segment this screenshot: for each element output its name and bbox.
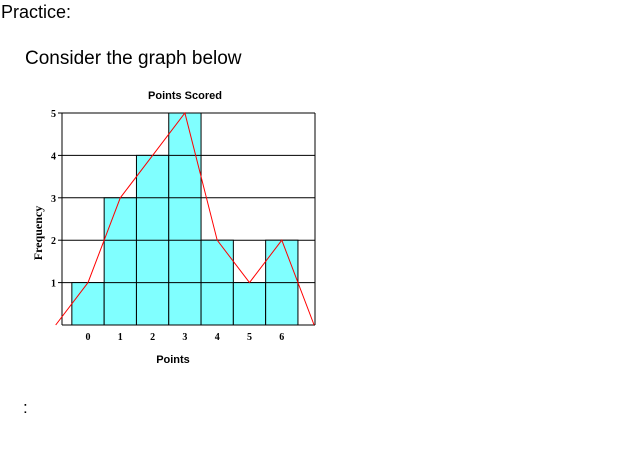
polygon-line (55, 111, 315, 326)
x-tick-6: 6 (279, 332, 284, 343)
y-tick-labels: 1 2 3 4 5 (51, 109, 56, 290)
x-tick-1: 1 (118, 332, 123, 343)
x-tick-labels: 0 1 2 3 4 5 6 (86, 332, 285, 343)
bar-0 (71, 282, 105, 326)
y-tick-5: 5 (51, 109, 56, 120)
histogram-bars (71, 112, 299, 326)
x-axis-label: Points (156, 354, 190, 366)
y-tick-1: 1 (51, 279, 56, 290)
x-tick-2: 2 (150, 332, 155, 343)
x-tick-5: 5 (247, 332, 252, 343)
x-tick-4: 4 (215, 332, 220, 343)
y-tick-4: 4 (51, 151, 56, 162)
trailing-colon: : (23, 398, 28, 417)
chart-title: Points Scored (148, 90, 222, 102)
instruction-text: Consider the graph below (25, 48, 242, 69)
y-tick-2: 2 (51, 236, 56, 247)
y-tick-3: 3 (51, 194, 56, 205)
practice-heading: Practice: (1, 2, 72, 22)
bar-3 (168, 112, 202, 326)
plot-frame (58, 112, 316, 326)
y-axis-label: Frequency (31, 206, 45, 260)
bar-5 (232, 282, 267, 326)
bar-1 (103, 197, 137, 326)
frequency-polygon (55, 111, 315, 326)
x-tick-3: 3 (182, 332, 187, 343)
x-tick-0: 0 (86, 332, 91, 343)
